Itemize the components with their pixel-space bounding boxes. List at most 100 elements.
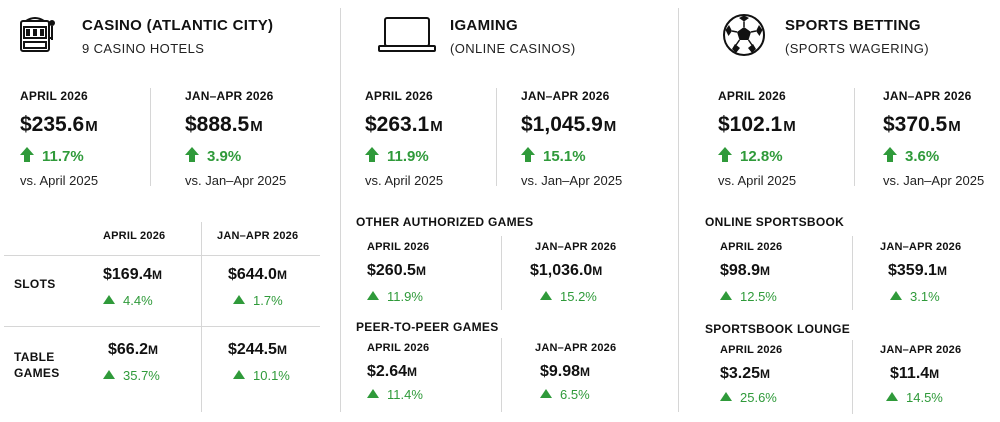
divider	[501, 236, 502, 310]
up-arrow-icon	[185, 147, 199, 162]
section-period: APRIL 2026	[720, 344, 783, 356]
igaming-ytd-change: 15.1%	[521, 147, 586, 165]
section-ytd-value: $1,036.0M	[530, 262, 603, 279]
section-period: APRIL 2026	[367, 241, 430, 253]
sports-panel: SPORTS BETTING (SPORTS WAGERING) APRIL 2…	[681, 0, 1000, 422]
sports-month-change: 12.8%	[718, 147, 783, 165]
section-month-value: $260.5M	[367, 262, 426, 279]
column-divider	[340, 8, 341, 412]
casino-ytd-period: JAN–APR 2026	[185, 89, 274, 103]
laptop-icon	[378, 17, 436, 52]
igaming-title: IGAMING	[450, 17, 518, 34]
section-month-change: 11.4%	[367, 387, 423, 402]
table-header-month: APRIL 2026	[103, 230, 166, 242]
casino-month-change: 11.7%	[20, 147, 84, 165]
sports-month-value: $102.1M	[718, 113, 796, 136]
sports-month-comparison: vs. April 2025	[718, 173, 797, 188]
divider	[852, 340, 853, 414]
soccer-ball-icon	[723, 14, 765, 56]
section-month-change: 11.9%	[367, 289, 423, 304]
online-sportsbook-title: ONLINE SPORTSBOOK	[705, 215, 845, 229]
slot-machine-icon	[20, 17, 55, 52]
up-arrow-icon	[365, 147, 379, 162]
casino-subtitle: 9 CASINO HOTELS	[82, 41, 205, 56]
casino-month-comparison: vs. April 2025	[20, 173, 99, 188]
casino-ytd-comparison: vs. Jan–Apr 2025	[185, 173, 287, 188]
up-triangle-icon	[367, 389, 379, 398]
section-ytd-value: $11.4M	[890, 365, 940, 382]
section-period: JAN–APR 2026	[880, 344, 962, 356]
section-month-value: $98.9M	[720, 262, 771, 279]
up-arrow-icon	[521, 147, 535, 162]
casino-title: CASINO (ATLANTIC CITY)	[82, 17, 274, 34]
up-triangle-icon	[367, 291, 379, 300]
slots-month-value: $169.4M	[103, 266, 162, 283]
igaming-month-change: 11.9%	[365, 147, 429, 165]
table-divider	[4, 326, 320, 327]
table-row-label-table-games: TABLE GAMES	[14, 350, 60, 380]
section-ytd-change: 14.5%	[886, 390, 943, 405]
section-month-change: 12.5%	[720, 289, 777, 304]
igaming-ytd-value: $1,045.9M	[521, 113, 617, 136]
table-divider	[4, 255, 320, 256]
table-divider	[201, 222, 202, 412]
casino-panel: CASINO (ATLANTIC CITY) 9 CASINO HOTELS A…	[0, 0, 338, 422]
table-games-month-change: 35.7%	[103, 368, 160, 383]
section-ytd-change: 15.2%	[540, 289, 597, 304]
casino-ytd-change: 3.9%	[185, 147, 241, 165]
igaming-month-comparison: vs. April 2025	[365, 173, 444, 188]
up-triangle-icon	[103, 370, 115, 379]
igaming-month-period: APRIL 2026	[365, 89, 433, 103]
up-arrow-icon	[718, 147, 732, 162]
section-period: JAN–APR 2026	[880, 241, 962, 253]
table-row-label-slots: SLOTS	[14, 277, 56, 291]
peer-to-peer-games-title: PEER-TO-PEER GAMES	[356, 320, 499, 334]
divider	[854, 88, 855, 186]
sports-ytd-period: JAN–APR 2026	[883, 89, 972, 103]
casino-month-value: $235.6M	[20, 113, 98, 136]
divider	[501, 338, 502, 412]
up-triangle-icon	[540, 389, 552, 398]
section-month-change: 25.6%	[720, 390, 777, 405]
section-month-value: $2.64M	[367, 363, 418, 380]
sports-subtitle: (SPORTS WAGERING)	[785, 41, 930, 56]
sports-month-period: APRIL 2026	[718, 89, 786, 103]
other-authorized-games-title: OTHER AUTHORIZED GAMES	[356, 215, 534, 229]
up-triangle-icon	[720, 291, 732, 300]
section-ytd-change: 3.1%	[890, 289, 940, 304]
sportsbook-lounge-title: SPORTSBOOK LOUNGE	[705, 322, 851, 336]
section-month-value: $3.25M	[720, 365, 771, 382]
section-period: APRIL 2026	[720, 241, 783, 253]
table-games-month-value: $66.2M	[108, 341, 159, 358]
section-period: JAN–APR 2026	[535, 342, 617, 354]
igaming-ytd-period: JAN–APR 2026	[521, 89, 610, 103]
section-period: APRIL 2026	[367, 342, 430, 354]
divider	[852, 236, 853, 310]
section-ytd-value: $359.1M	[888, 262, 947, 279]
sports-title: SPORTS BETTING	[785, 17, 921, 34]
up-triangle-icon	[540, 291, 552, 300]
sports-ytd-change: 3.6%	[883, 147, 939, 165]
sports-ytd-comparison: vs. Jan–Apr 2025	[883, 173, 985, 188]
section-period: JAN–APR 2026	[535, 241, 617, 253]
sports-ytd-value: $370.5M	[883, 113, 961, 136]
table-games-ytd-change: 10.1%	[233, 368, 290, 383]
casino-month-period: APRIL 2026	[20, 89, 88, 103]
slots-month-change: 4.4%	[103, 293, 153, 308]
igaming-subtitle: (ONLINE CASINOS)	[450, 41, 576, 56]
divider	[150, 88, 151, 186]
up-triangle-icon	[233, 370, 245, 379]
up-triangle-icon	[233, 295, 245, 304]
up-triangle-icon	[103, 295, 115, 304]
igaming-ytd-comparison: vs. Jan–Apr 2025	[521, 173, 623, 188]
column-divider	[678, 8, 679, 412]
section-ytd-change: 6.5%	[540, 387, 590, 402]
up-arrow-icon	[883, 147, 897, 162]
up-arrow-icon	[20, 147, 34, 162]
up-triangle-icon	[720, 392, 732, 401]
slots-ytd-value: $644.0M	[228, 266, 287, 283]
table-games-ytd-value: $244.5M	[228, 341, 287, 358]
slots-ytd-change: 1.7%	[233, 293, 283, 308]
up-triangle-icon	[890, 291, 902, 300]
divider	[496, 88, 497, 186]
